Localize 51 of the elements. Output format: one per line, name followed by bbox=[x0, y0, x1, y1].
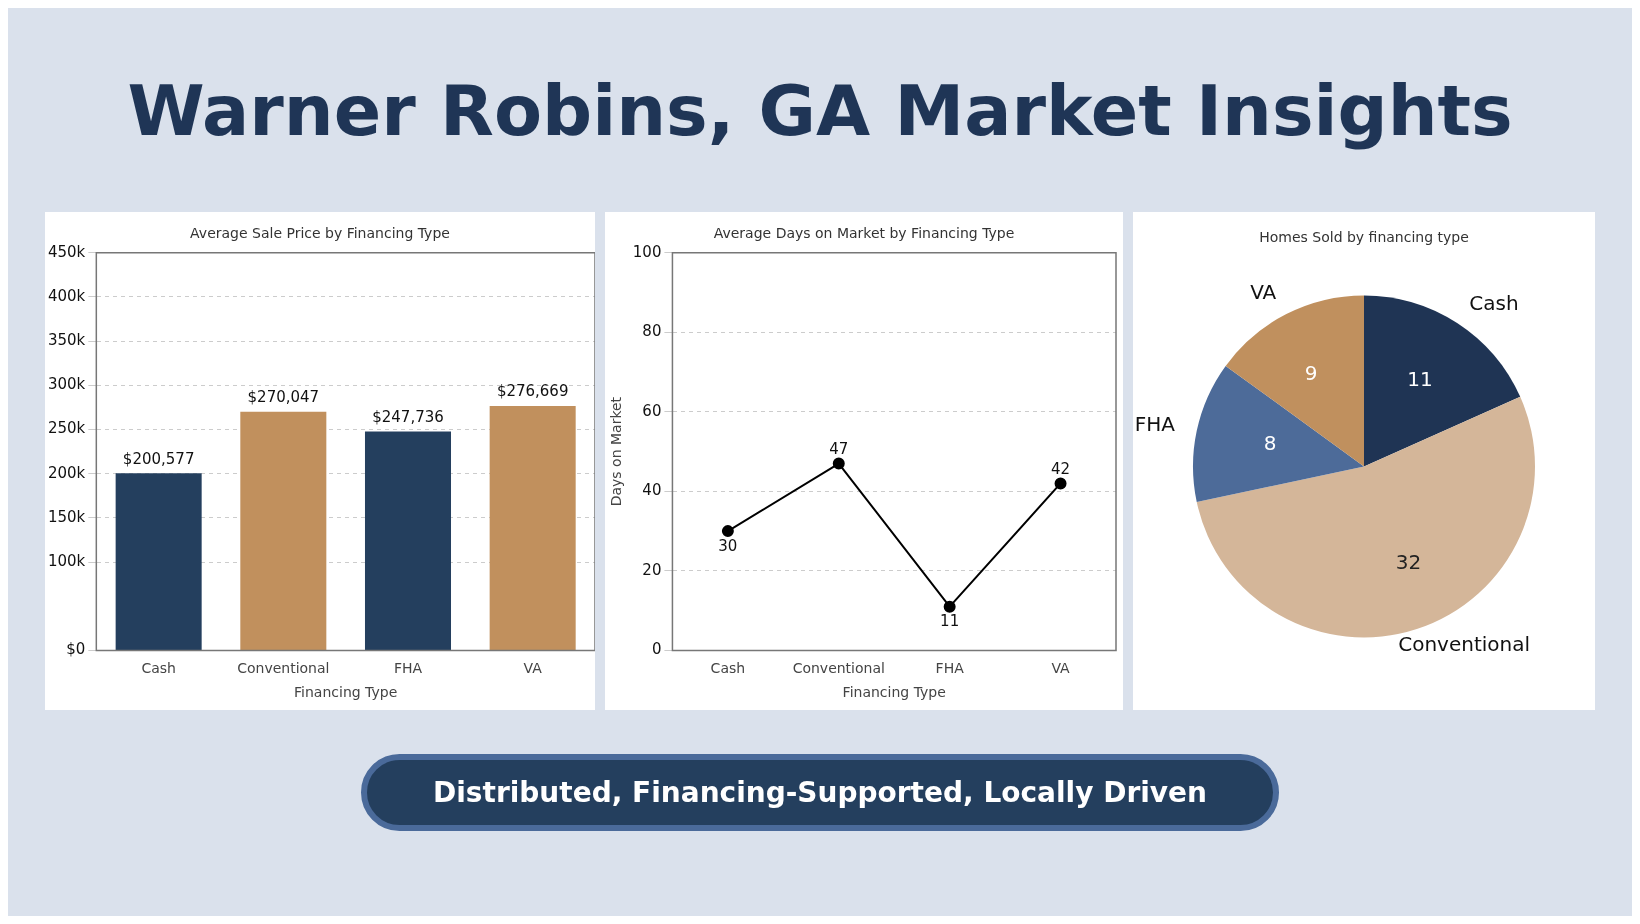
data-label: 11 bbox=[1407, 366, 1433, 391]
y-tick-label: 40 bbox=[642, 481, 662, 500]
data-label: $200,577 bbox=[122, 449, 195, 468]
y-tick-label: 300k bbox=[47, 375, 86, 394]
point bbox=[721, 525, 734, 538]
data-label: 47 bbox=[829, 439, 849, 458]
y-tick-label: 400k bbox=[47, 286, 86, 305]
slice-label: Conventional bbox=[1398, 632, 1531, 657]
chart-title: Homes Sold by financing type bbox=[1259, 229, 1469, 246]
chart-title: Average Sale Price by Financing Type bbox=[190, 225, 450, 242]
data-label: 9 bbox=[1304, 361, 1318, 386]
text: Warner Robins, GA Market Insights bbox=[127, 70, 1513, 152]
point bbox=[1054, 477, 1067, 490]
y-tick-label: 450k bbox=[47, 242, 86, 261]
slice-label: Cash bbox=[1469, 290, 1519, 315]
y-tick-label: 100 bbox=[632, 242, 662, 261]
data-label: 42 bbox=[1051, 459, 1071, 478]
chart-title: Average Days on Market by Financing Type bbox=[713, 225, 1015, 242]
data-label: $276,669 bbox=[496, 382, 569, 401]
data-label: 11 bbox=[940, 612, 960, 631]
x-tick-label: Conventional bbox=[792, 660, 885, 677]
x-axis-title: Financing Type bbox=[294, 684, 398, 701]
y-tick-label: 350k bbox=[47, 331, 86, 350]
y-tick-label: 250k bbox=[47, 419, 86, 438]
data-label: 30 bbox=[718, 536, 738, 555]
x-tick-label: FHA bbox=[935, 660, 965, 677]
x-tick-label: Cash bbox=[710, 660, 746, 677]
text: Distributed, Financing-Supported, Locally Driven bbox=[361, 754, 1279, 831]
y-tick-label: 0 bbox=[651, 640, 662, 659]
x-axis-title: Financing Type bbox=[842, 684, 946, 701]
point bbox=[943, 600, 956, 613]
data-label: 8 bbox=[1263, 431, 1277, 456]
point bbox=[832, 457, 845, 470]
x-tick-label: VA bbox=[523, 660, 543, 677]
data-label: 32 bbox=[1395, 550, 1422, 575]
y-axis-title: Days on Market bbox=[608, 396, 625, 507]
y-tick-label: 20 bbox=[642, 560, 662, 579]
slice-label: FHA bbox=[1134, 412, 1176, 437]
x-tick-label: VA bbox=[1051, 660, 1071, 677]
x-tick-label: Cash bbox=[141, 660, 176, 677]
x-tick-label: Conventional bbox=[237, 660, 330, 677]
y-tick-label: 80 bbox=[642, 322, 662, 341]
y-tick-label: 60 bbox=[642, 401, 662, 420]
data-label: $270,047 bbox=[247, 388, 320, 407]
y-tick-label: $0 bbox=[66, 640, 86, 659]
y-tick-label: 200k bbox=[47, 463, 86, 482]
slice-label: VA bbox=[1250, 280, 1277, 305]
y-tick-label: 150k bbox=[47, 507, 86, 526]
data-label: $247,736 bbox=[372, 407, 444, 426]
x-tick-label: FHA bbox=[393, 660, 423, 677]
y-tick-label: 100k bbox=[47, 551, 86, 570]
